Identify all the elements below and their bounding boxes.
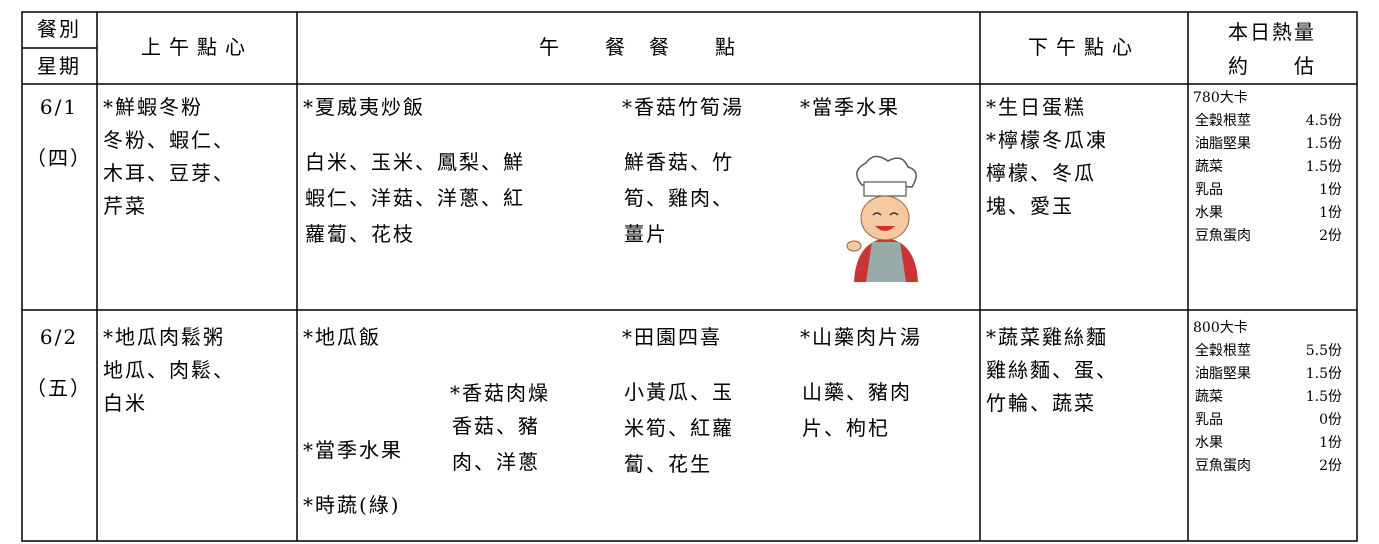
lunch-ingredients: 蔔、花生 <box>624 452 712 476</box>
lunch-ingredients: 米筍、紅蘿 <box>624 416 734 440</box>
lunch-ingredients: 蝦仁、洋菇、洋蔥、紅 <box>305 186 525 210</box>
lunch-dish: *當季水果 <box>303 438 403 462</box>
food-group: 乳品 <box>1195 182 1223 198</box>
lunch-dish: *夏威夷炒飯 <box>303 95 425 119</box>
food-portion: 1.5份 <box>1305 389 1342 405</box>
afternoon-snack: 檸檬、冬瓜 <box>986 161 1096 185</box>
calorie-total: 780大卡 <box>1193 90 1248 106</box>
chef-icon <box>846 155 918 282</box>
food-portion: 5.5份 <box>1305 343 1342 359</box>
lunch-dish: *山藥肉片湯 <box>800 325 922 349</box>
date: 6/2 <box>39 325 79 349</box>
morning-snack: 冬粉、蝦仁、 <box>103 128 235 152</box>
afternoon-snack: 塊、愛玉 <box>986 194 1074 218</box>
lunch-dish: *田園四喜 <box>622 325 722 349</box>
calories-header: 本日熱量 <box>1228 20 1316 44</box>
food-group: 蔬菜 <box>1195 389 1223 405</box>
lunch-dish: *地瓜飯 <box>303 325 381 349</box>
calorie-total: 800大卡 <box>1193 320 1248 336</box>
lunch-ingredients: 香菇、豬 <box>452 414 540 438</box>
food-group: 油脂堅果 <box>1195 366 1251 382</box>
lunch-dish: *香菇竹筍湯 <box>622 95 744 119</box>
afternoon-snack: *蔬菜雞絲麵 <box>986 325 1108 349</box>
lunch-ingredients: 薑片 <box>624 222 668 246</box>
lunch-ingredients: 鮮香菇、竹 <box>624 150 734 174</box>
date: 6/1 <box>39 95 79 119</box>
weekday: （五） <box>26 376 92 400</box>
lunch-dish: *當季水果 <box>800 95 900 119</box>
lunch-header: 午 餐 餐 點 <box>539 35 737 59</box>
morning-snack: 地瓜、肉鬆、 <box>103 358 235 382</box>
food-group: 全穀根莖 <box>1195 113 1251 129</box>
lunch-ingredients: 筍、雞肉、 <box>624 186 734 210</box>
day-label: 星期 <box>37 54 81 78</box>
lunch-dish: *香菇肉燥 <box>450 381 550 405</box>
food-group: 豆魚蛋肉 <box>1195 458 1251 474</box>
morning-snack: 白米 <box>103 391 147 415</box>
food-portion: 1份 <box>1319 205 1342 221</box>
morning-snack: *地瓜肉鬆粥 <box>103 325 225 349</box>
lunch-ingredients: 小黃瓜、玉 <box>624 380 734 404</box>
afternoon-snack: 雞絲麵、蛋、 <box>986 358 1118 382</box>
food-group: 豆魚蛋肉 <box>1195 228 1251 244</box>
estimate-header: 約 估 <box>1228 54 1316 78</box>
meal-label: 餐別 <box>37 17 81 41</box>
lunch-dish: *時蔬(綠) <box>303 493 401 517</box>
food-group: 水果 <box>1195 435 1223 451</box>
morning-snack: *鮮蝦冬粉 <box>103 95 203 119</box>
weekday: （四） <box>26 146 92 170</box>
lunch-ingredients: 片、枸杞 <box>802 416 890 440</box>
food-portion: 1.5份 <box>1305 159 1342 175</box>
afternoon-header: 下午點心 <box>1028 35 1140 59</box>
food-portion: 2份 <box>1319 458 1342 474</box>
food-group: 油脂堅果 <box>1195 136 1251 152</box>
morning-snack: 芹菜 <box>103 194 147 218</box>
afternoon-snack: *檸檬冬瓜凍 <box>986 128 1108 152</box>
food-group: 水果 <box>1195 205 1223 221</box>
food-portion: 4.5份 <box>1305 113 1342 129</box>
lunch-ingredients: 肉、洋蔥 <box>452 450 540 474</box>
food-portion: 1.5份 <box>1305 366 1342 382</box>
food-group: 乳品 <box>1195 412 1223 428</box>
lunch-ingredients: 山藥、豬肉 <box>802 380 912 404</box>
morning-header: 上午點心 <box>141 35 253 59</box>
food-group: 全穀根莖 <box>1195 343 1251 359</box>
afternoon-snack: 竹輪、蔬菜 <box>986 391 1096 415</box>
food-portion: 1.5份 <box>1305 136 1342 152</box>
food-portion: 1份 <box>1319 435 1342 451</box>
afternoon-snack: *生日蛋糕 <box>986 95 1086 119</box>
food-portion: 2份 <box>1319 228 1342 244</box>
food-portion: 1份 <box>1319 182 1342 198</box>
lunch-ingredients: 白米、玉米、鳳梨、鮮 <box>305 150 525 174</box>
morning-snack: 木耳、豆芽、 <box>103 161 235 185</box>
food-portion: 0份 <box>1319 412 1342 428</box>
lunch-ingredients: 蘿蔔、花枝 <box>305 222 415 246</box>
food-group: 蔬菜 <box>1195 159 1223 175</box>
